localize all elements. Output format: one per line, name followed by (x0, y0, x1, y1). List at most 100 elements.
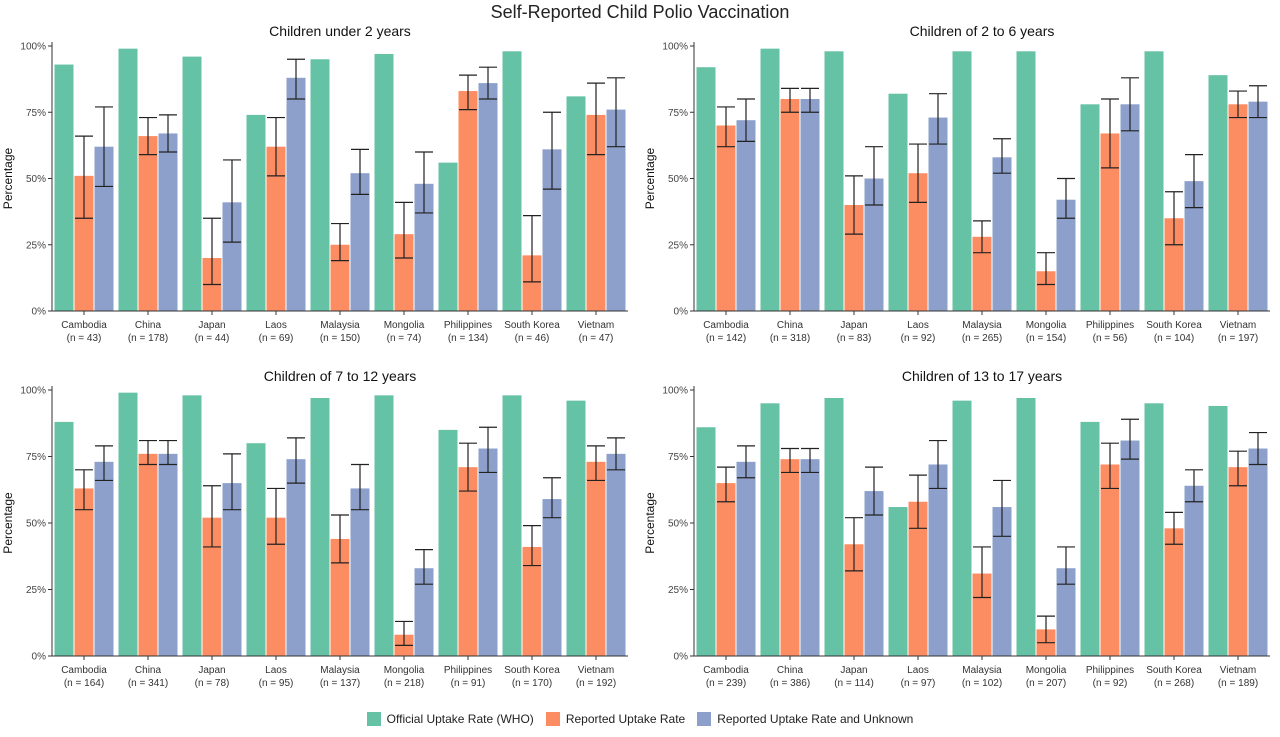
x-tick-label: China (135, 665, 162, 676)
x-tick-n-label: (n = 142) (706, 333, 746, 344)
bar-reported (1228, 467, 1248, 656)
x-tick-label: Philippines (1086, 320, 1134, 331)
bar-reported-unknown (606, 453, 626, 656)
bar-reported-unknown (1120, 440, 1140, 656)
bar-official (696, 427, 716, 656)
bar-official (1080, 421, 1100, 656)
panel-title: Children of 13 to 17 years (902, 368, 1062, 384)
bar-official (1208, 405, 1228, 656)
y-tick-label: 25% (668, 585, 688, 596)
bar-reported-unknown (158, 133, 178, 311)
bar-reported-unknown (350, 488, 370, 656)
x-tick-n-label: (n = 46) (515, 333, 550, 344)
bar-official (566, 400, 586, 656)
x-tick-label: Cambodia (703, 320, 749, 331)
bar-official (760, 48, 780, 312)
bar-official (310, 397, 330, 656)
x-tick-n-label: (n = 154) (1026, 333, 1066, 344)
bar-official (502, 51, 522, 312)
bar-official (696, 67, 716, 311)
bar-official (1016, 51, 1036, 312)
y-tick-label: 50% (26, 174, 46, 185)
x-tick-label: Vietnam (1220, 665, 1257, 676)
bar-reported-unknown (800, 459, 820, 656)
x-tick-n-label: (n = 92) (1093, 678, 1128, 689)
x-tick-n-label: (n = 218) (384, 678, 424, 689)
x-tick-n-label: (n = 170) (512, 678, 552, 689)
x-tick-label: China (777, 320, 804, 331)
x-tick-label: Vietnam (578, 665, 615, 676)
y-tick-label: 50% (668, 174, 688, 185)
bar-reported (908, 173, 928, 311)
bar-reported-unknown (350, 173, 370, 311)
bar-reported-unknown (222, 202, 242, 311)
x-tick-label: South Korea (1146, 665, 1202, 676)
bar-official (1016, 397, 1036, 656)
bar-official (888, 93, 908, 311)
bar-reported-unknown (736, 120, 756, 311)
x-tick-label: Philippines (444, 665, 492, 676)
x-tick-label: Laos (907, 320, 929, 331)
bar-reported (780, 459, 800, 656)
bar-official (952, 400, 972, 656)
bar-reported (266, 517, 286, 656)
x-tick-n-label: (n = 69) (259, 333, 294, 344)
bar-official (1144, 403, 1164, 656)
bar-reported (780, 99, 800, 311)
y-tick-label: 50% (26, 519, 46, 530)
bar-reported (74, 488, 94, 656)
bar-reported (522, 546, 542, 656)
y-tick-label: 100% (662, 42, 688, 53)
y-tick-label: 25% (26, 585, 46, 596)
bar-reported (330, 244, 350, 311)
bar-reported (972, 573, 992, 656)
bar-official (118, 48, 138, 312)
bar-reported (716, 483, 736, 656)
bar-reported-unknown (158, 453, 178, 656)
bar-reported-unknown (1056, 568, 1076, 656)
x-tick-n-label: (n = 78) (195, 678, 230, 689)
panel-title: Children of 2 to 6 years (910, 23, 1055, 39)
bar-reported-unknown (1184, 181, 1204, 311)
bar-official (182, 56, 202, 311)
legend-label-official: Official Uptake Rate (WHO) (386, 712, 534, 726)
bar-reported (1036, 271, 1056, 311)
x-tick-label: Laos (907, 665, 929, 676)
x-tick-n-label: (n = 318) (770, 333, 810, 344)
x-tick-label: Cambodia (703, 665, 749, 676)
bar-reported-unknown (800, 99, 820, 311)
legend-item-official: Official Uptake Rate (WHO) (366, 712, 534, 726)
x-tick-n-label: (n = 137) (320, 678, 360, 689)
x-tick-label: Japan (840, 320, 867, 331)
bar-reported (458, 467, 478, 656)
y-tick-label: 75% (668, 108, 688, 119)
x-tick-n-label: (n = 74) (387, 333, 422, 344)
bar-official (54, 421, 74, 656)
y-axis-label: Percentage (1, 492, 15, 554)
x-tick-n-label: (n = 189) (1218, 678, 1258, 689)
bar-official (760, 403, 780, 656)
x-tick-label: Malaysia (320, 665, 360, 676)
x-tick-n-label: (n = 207) (1026, 678, 1066, 689)
x-tick-n-label: (n = 102) (962, 678, 1002, 689)
bar-reported (844, 205, 864, 311)
y-axis-label: Percentage (643, 492, 657, 554)
y-tick-label: 100% (20, 42, 46, 53)
x-tick-label: China (135, 320, 162, 331)
x-tick-n-label: (n = 83) (837, 333, 872, 344)
bar-reported-unknown (1248, 101, 1268, 312)
x-tick-label: South Korea (504, 320, 560, 331)
bar-official (310, 59, 330, 311)
x-tick-n-label: (n = 386) (770, 678, 810, 689)
bar-official (888, 507, 908, 656)
x-tick-label: China (777, 665, 804, 676)
bar-reported-unknown (222, 483, 242, 656)
x-tick-label: Japan (840, 665, 867, 676)
x-tick-n-label: (n = 97) (901, 678, 936, 689)
bar-reported-unknown (286, 459, 306, 656)
x-tick-n-label: (n = 178) (128, 333, 168, 344)
x-tick-n-label: (n = 114) (834, 678, 874, 689)
x-tick-label: Laos (265, 665, 287, 676)
x-tick-n-label: (n = 197) (1218, 333, 1258, 344)
x-tick-n-label: (n = 91) (451, 678, 486, 689)
